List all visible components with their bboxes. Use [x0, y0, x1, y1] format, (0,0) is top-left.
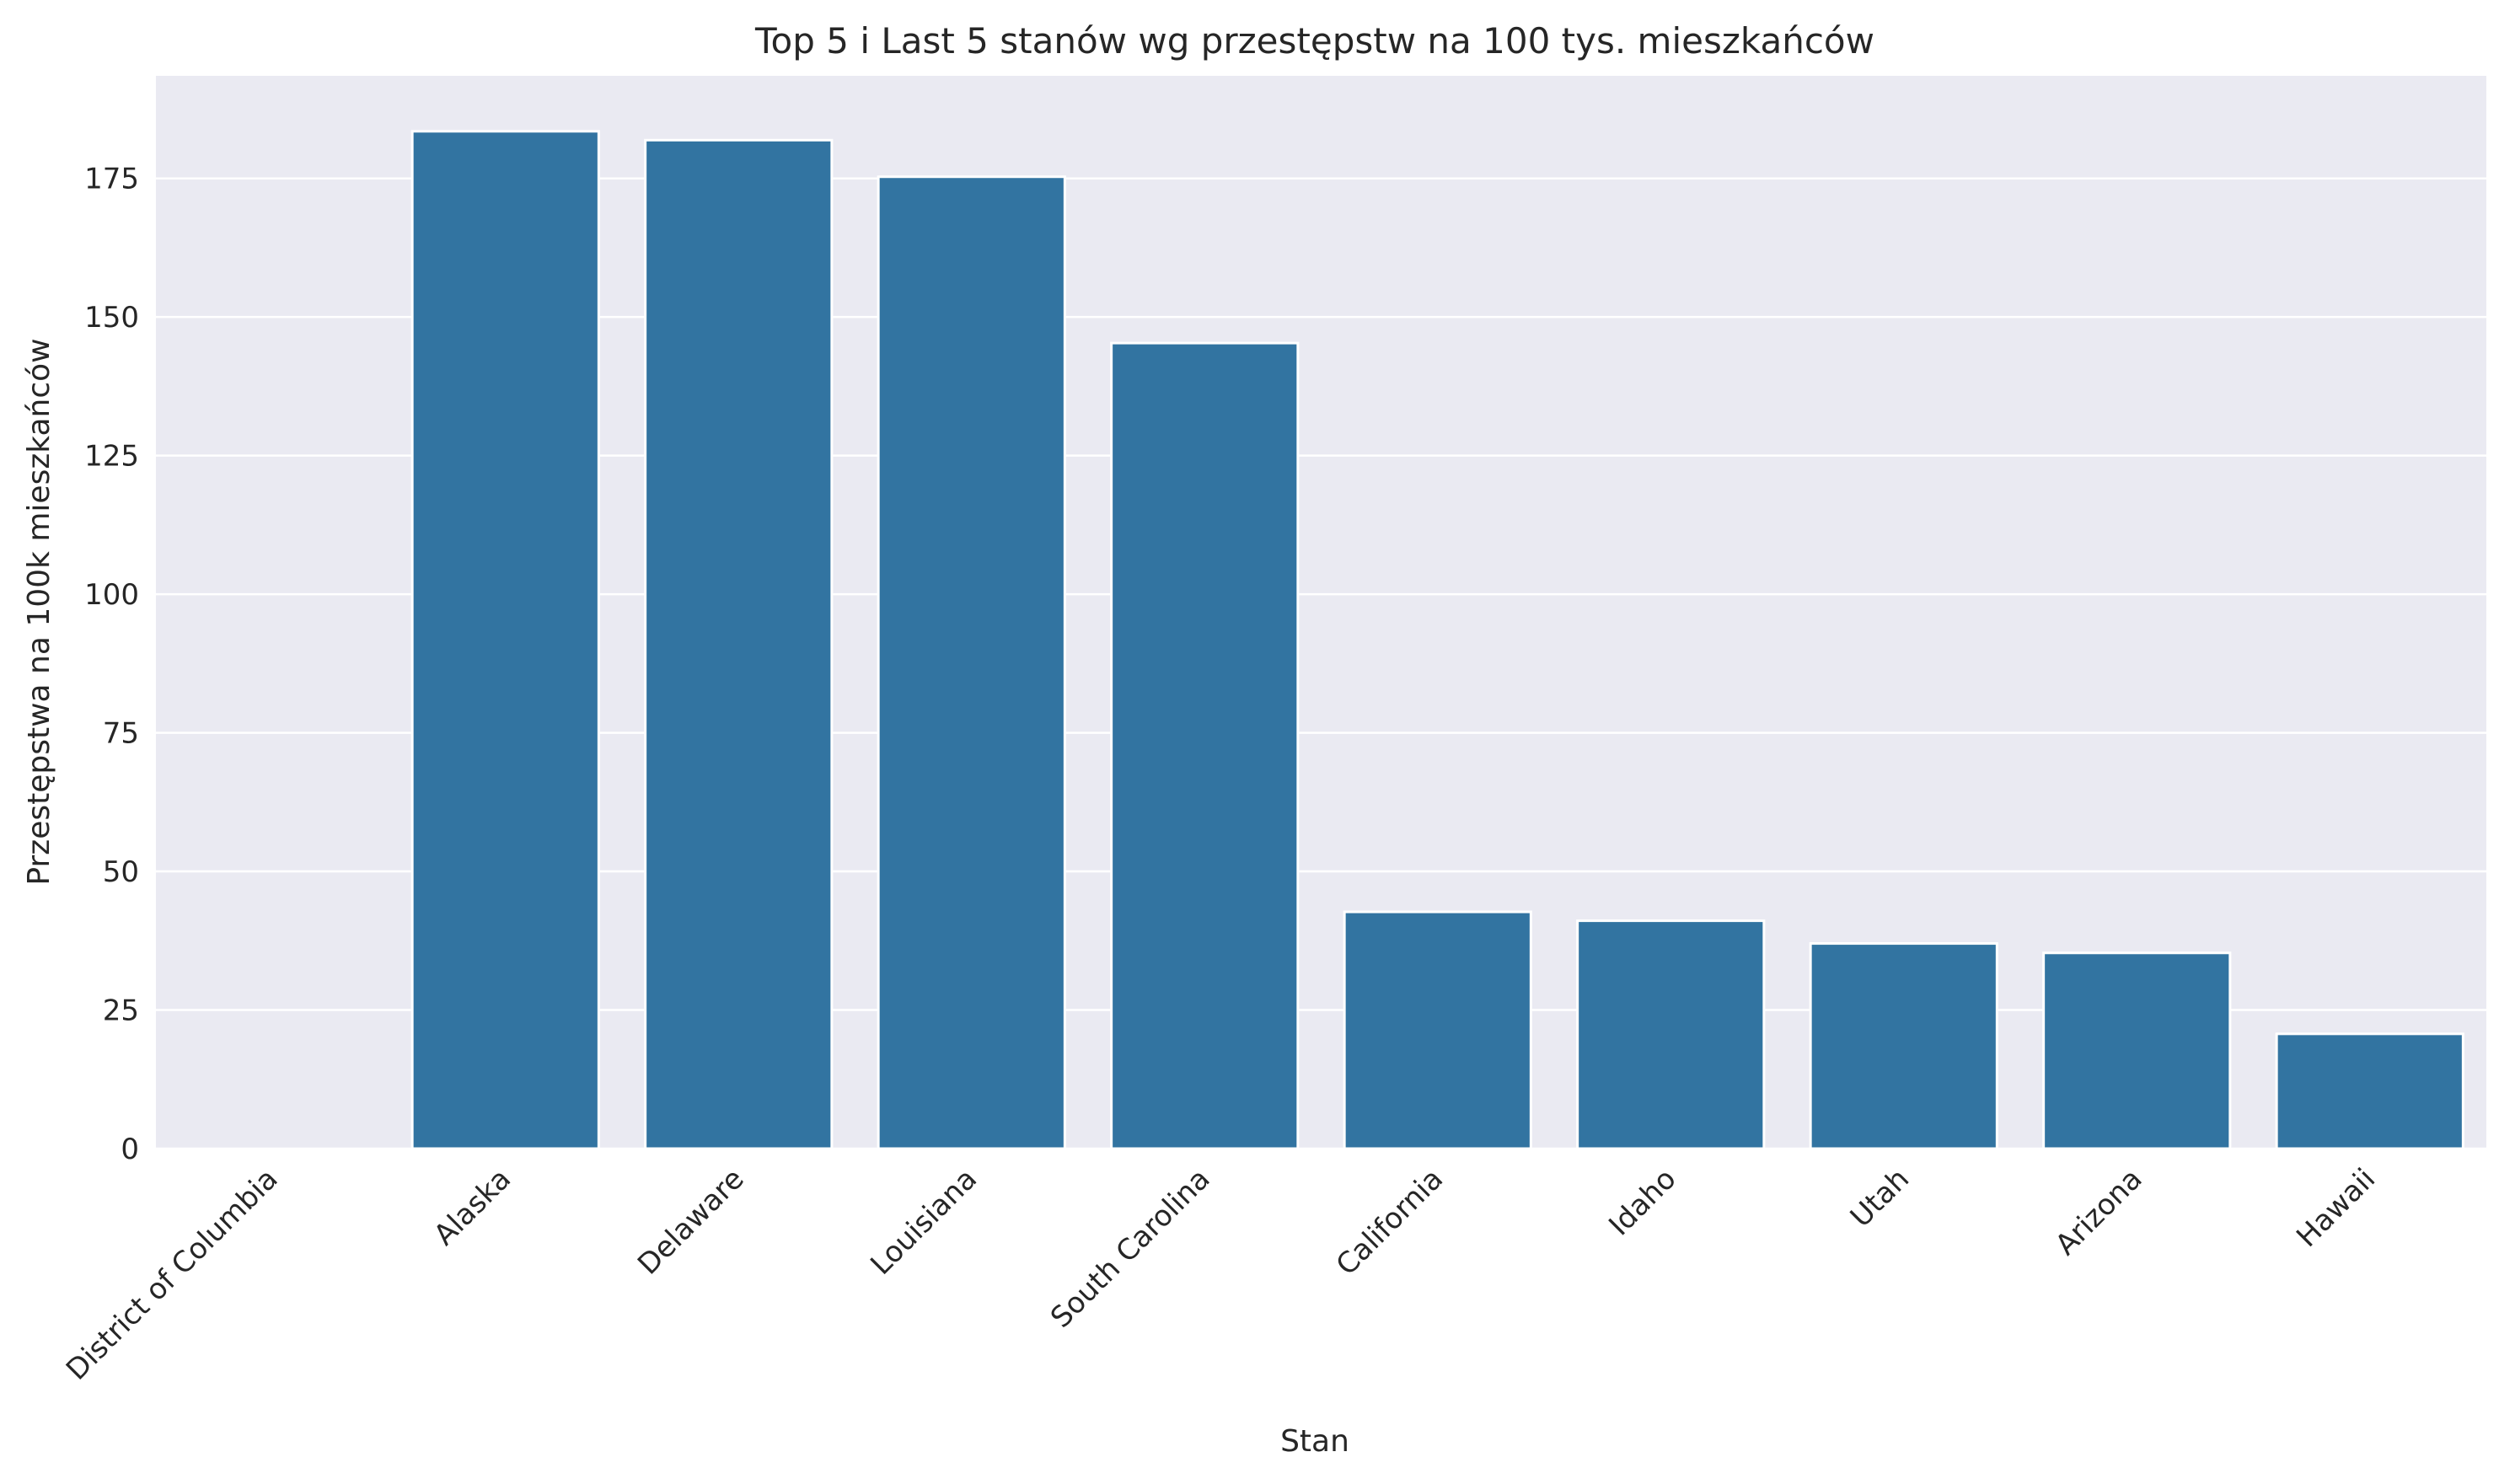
chart-title: Top 5 i Last 5 stanów wg przestępstw na …	[754, 20, 1874, 62]
bar-delaware	[644, 138, 834, 1150]
bar-hawaii	[2275, 1032, 2464, 1150]
y-tick-label: 25	[103, 994, 139, 1028]
bar-alaska	[410, 130, 600, 1150]
bar-utah	[1809, 942, 1998, 1150]
y-tick-label: 50	[103, 855, 139, 889]
y-axis-label: Przestępstwa na 100k mieszkańców	[22, 338, 56, 885]
bar-idaho	[1576, 919, 1766, 1150]
x-axis-label: Stan	[1280, 1424, 1349, 1459]
y-axis-ticks: 0 25 50 75 100 125 150 175	[84, 163, 139, 1166]
y-tick-label: 175	[84, 163, 139, 196]
y-tick-label: 100	[84, 578, 139, 612]
bar-california	[1343, 910, 1532, 1150]
y-tick-label: 150	[84, 301, 139, 335]
y-tick-label: 75	[103, 717, 139, 751]
bars	[410, 130, 2464, 1150]
y-tick-label: 0	[121, 1133, 139, 1166]
bar-south-carolina	[1110, 341, 1300, 1150]
bar-arizona	[2042, 951, 2232, 1150]
y-tick-label: 125	[84, 440, 139, 474]
bar-louisiana	[877, 175, 1066, 1150]
